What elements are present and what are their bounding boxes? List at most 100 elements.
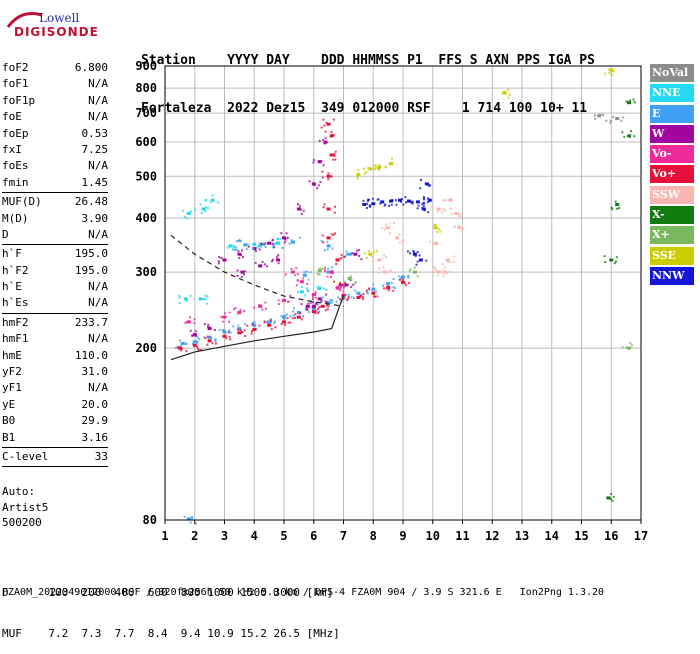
x-tick-label: 1 xyxy=(161,529,168,543)
data-point-cluster xyxy=(256,246,259,249)
data-point-cluster xyxy=(457,224,460,227)
data-point-cluster xyxy=(410,201,413,204)
data-point-cluster xyxy=(357,168,360,171)
data-point xyxy=(326,244,331,248)
data-point-cluster xyxy=(450,207,452,210)
data-point-cluster xyxy=(284,241,287,244)
data-point xyxy=(240,270,245,274)
data-point-cluster xyxy=(245,248,248,251)
data-point-cluster xyxy=(312,296,314,299)
data-point-cluster xyxy=(351,252,354,255)
data-point-cluster xyxy=(407,276,410,279)
data-point-cluster xyxy=(244,270,247,273)
data-point-cluster xyxy=(334,158,337,161)
parameter-row: yF1 N/A xyxy=(2,380,108,396)
data-point-cluster xyxy=(439,230,442,233)
data-point xyxy=(317,297,322,301)
data-point-cluster xyxy=(255,250,257,252)
parameter-row: foE N/A xyxy=(2,109,108,125)
data-point xyxy=(252,242,257,246)
data-point-cluster xyxy=(218,256,221,258)
parameter-separator xyxy=(2,446,108,448)
data-point xyxy=(276,258,281,262)
data-point-cluster xyxy=(280,315,283,317)
data-point xyxy=(421,207,426,211)
data-point-cluster xyxy=(371,260,374,263)
data-point-cluster xyxy=(338,258,341,261)
data-point-cluster xyxy=(206,343,209,346)
data-point-cluster xyxy=(365,207,368,209)
data-point-cluster xyxy=(305,306,308,309)
data-point-cluster xyxy=(337,296,340,299)
data-point-cluster xyxy=(332,233,335,236)
data-point-cluster xyxy=(318,267,321,270)
data-point xyxy=(383,270,388,274)
data-point-cluster xyxy=(381,257,384,260)
data-point-cluster xyxy=(269,319,272,322)
data-point xyxy=(228,244,233,248)
legend-item-ssw: SSW xyxy=(650,185,694,204)
data-point-cluster xyxy=(189,521,192,524)
data-point-cluster xyxy=(250,332,253,335)
data-point-cluster xyxy=(633,101,636,104)
data-point xyxy=(317,269,322,273)
data-point-cluster xyxy=(417,204,420,207)
parameter-row: fxI 7.25 xyxy=(2,142,108,158)
data-point xyxy=(299,290,304,294)
data-point xyxy=(282,298,286,302)
data-point-cluster xyxy=(322,118,325,121)
data-point-cluster xyxy=(435,269,438,272)
data-point-cluster xyxy=(414,255,417,258)
data-point-cluster xyxy=(364,172,366,175)
data-point-cluster xyxy=(246,324,249,327)
parameter-name: hmF1 xyxy=(2,332,29,346)
parameter-name: foEs xyxy=(2,159,29,173)
data-point-cluster xyxy=(204,294,207,297)
data-point-cluster xyxy=(421,207,424,210)
data-point xyxy=(186,517,191,521)
data-point-cluster xyxy=(402,278,404,281)
data-point-cluster xyxy=(438,228,441,231)
data-point-cluster xyxy=(507,96,510,99)
parameter-value: 3.90 xyxy=(81,211,109,225)
data-point-cluster xyxy=(368,287,370,290)
data-point-cluster xyxy=(599,113,602,116)
data-point-cluster xyxy=(387,285,390,288)
parameter-name: hmF2 xyxy=(2,315,29,329)
data-point-cluster xyxy=(307,311,310,313)
data-point-cluster xyxy=(258,303,261,306)
data-point xyxy=(377,258,382,262)
data-point-cluster xyxy=(443,266,446,269)
data-point-cluster xyxy=(298,205,301,208)
data-point-cluster xyxy=(207,323,210,326)
data-point-cluster xyxy=(304,294,307,297)
data-point-cluster xyxy=(243,329,246,332)
data-point-cluster xyxy=(323,268,326,271)
data-point-cluster xyxy=(425,259,428,262)
data-point-cluster xyxy=(178,301,181,304)
parameter-row: yE 20.0 xyxy=(2,397,108,413)
data-point-cluster xyxy=(365,257,368,259)
data-point-cluster xyxy=(232,325,235,328)
data-point-cluster xyxy=(196,345,199,348)
data-point-cluster xyxy=(376,295,379,298)
data-point-cluster xyxy=(238,238,241,241)
data-point-cluster xyxy=(303,274,306,277)
data-point-cluster xyxy=(258,245,260,247)
data-point-cluster xyxy=(628,99,631,102)
data-point-cluster xyxy=(419,187,422,190)
data-point-cluster xyxy=(294,313,297,316)
data-point-cluster xyxy=(210,337,213,339)
data-point-cluster xyxy=(422,205,425,208)
data-point-cluster xyxy=(362,167,365,170)
data-point-cluster xyxy=(327,305,330,308)
data-point-cluster xyxy=(312,307,315,310)
legend-item-vo-: Vo+ xyxy=(650,165,694,184)
curve-dashed xyxy=(170,234,344,307)
data-point-cluster xyxy=(327,178,330,181)
data-point-cluster xyxy=(320,160,323,162)
data-point-cluster xyxy=(286,317,289,320)
data-point xyxy=(311,304,316,308)
data-point xyxy=(207,335,212,339)
digisonde-logo: Lowell DIGISONDE xyxy=(4,6,98,42)
